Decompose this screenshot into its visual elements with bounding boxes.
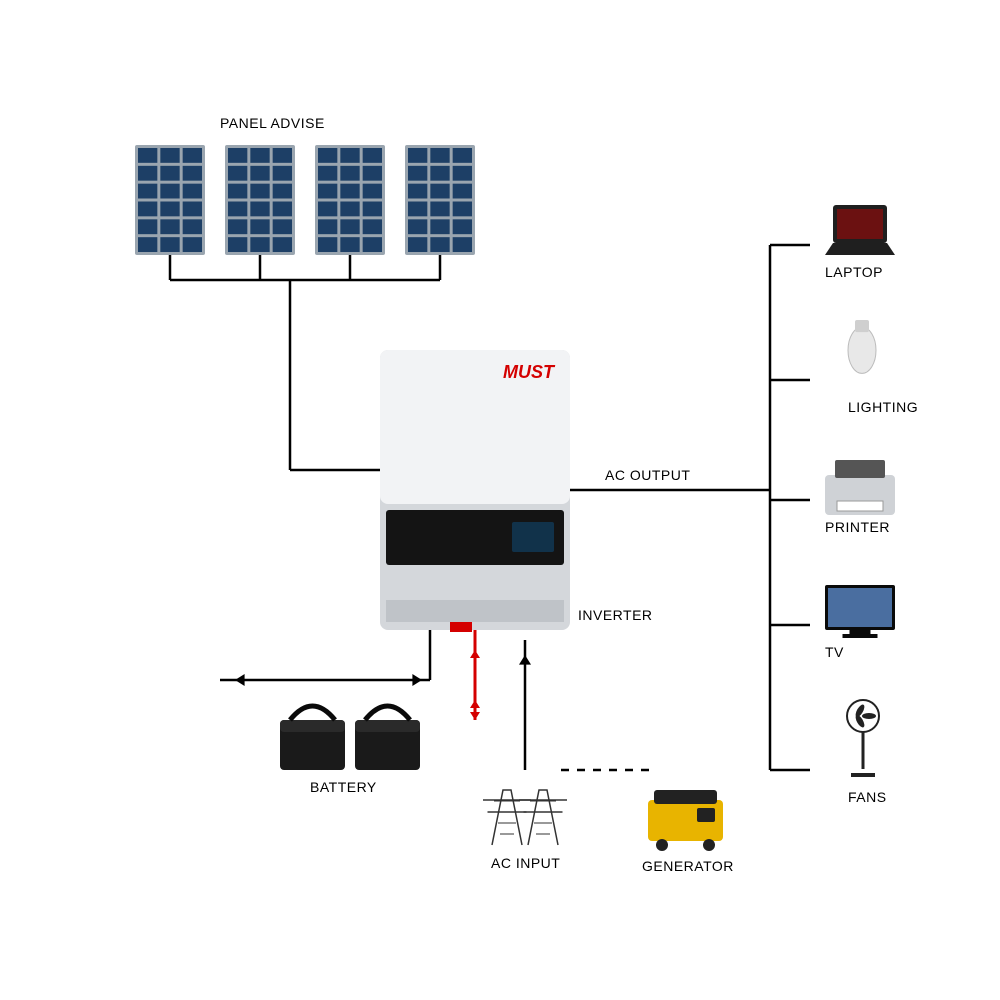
generator-icon	[648, 790, 723, 851]
laptop-label: LAPTOP	[825, 264, 883, 280]
tv-icon	[825, 585, 895, 638]
laptop-icon	[825, 205, 895, 255]
solar-panel	[225, 145, 295, 255]
panel-advise-label: PANEL ADVISE	[220, 115, 325, 131]
printer-icon	[825, 460, 895, 515]
lighting-icon	[848, 320, 876, 373]
solar-system-diagram: PANEL ADVISE MUST INVERTER AC OUTPUT LAPTOP L…	[0, 0, 1000, 1000]
transmission-tower-icon	[483, 790, 531, 845]
transmission-tower-icon	[519, 790, 567, 845]
battery-unit	[355, 706, 420, 770]
ac-input-label: AC INPUT	[491, 855, 560, 871]
fans-icon	[847, 700, 879, 775]
battery-unit	[280, 706, 345, 770]
solar-panel	[135, 145, 205, 255]
generator-label: GENERATOR	[642, 858, 734, 874]
inverter: MUST	[380, 350, 570, 632]
solar-panel	[315, 145, 385, 255]
tv-label: TV	[825, 644, 844, 660]
printer-label: PRINTER	[825, 519, 890, 535]
lighting-label: LIGHTING	[848, 399, 918, 415]
battery-label: BATTERY	[310, 779, 377, 795]
inverter-brand: MUST	[503, 362, 556, 382]
solar-panel	[405, 145, 475, 255]
inverter-label: INVERTER	[578, 607, 653, 623]
fans-label: FANS	[848, 789, 887, 805]
ac-output-label: AC OUTPUT	[605, 467, 690, 483]
